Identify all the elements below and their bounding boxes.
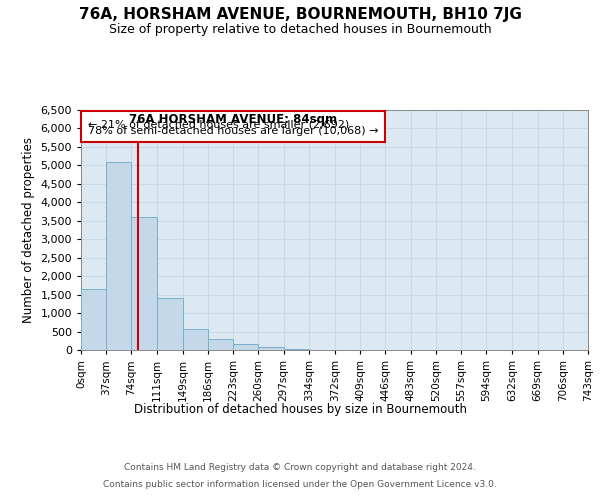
Bar	[81, 289, 106, 350]
Bar	[131, 217, 157, 350]
Y-axis label: Number of detached properties: Number of detached properties	[22, 137, 35, 323]
Text: 78% of semi-detached houses are larger (10,068) →: 78% of semi-detached houses are larger (…	[88, 126, 379, 136]
Text: 76A HORSHAM AVENUE: 84sqm: 76A HORSHAM AVENUE: 84sqm	[129, 114, 337, 126]
Text: Contains HM Land Registry data © Crown copyright and database right 2024.: Contains HM Land Registry data © Crown c…	[124, 462, 476, 471]
Bar	[259, 346, 284, 350]
Text: ← 21% of detached houses are smaller (2,692): ← 21% of detached houses are smaller (2,…	[88, 120, 349, 130]
Bar	[233, 344, 259, 350]
FancyBboxPatch shape	[81, 111, 385, 142]
Text: 76A, HORSHAM AVENUE, BOURNEMOUTH, BH10 7JG: 76A, HORSHAM AVENUE, BOURNEMOUTH, BH10 7…	[79, 8, 521, 22]
Text: Contains public sector information licensed under the Open Government Licence v3: Contains public sector information licen…	[103, 480, 497, 489]
Text: Distribution of detached houses by size in Bournemouth: Distribution of detached houses by size …	[133, 402, 467, 415]
Bar	[157, 298, 182, 350]
Bar	[182, 328, 208, 350]
Bar	[284, 348, 309, 350]
Bar	[208, 340, 233, 350]
Bar	[106, 162, 131, 350]
Text: Size of property relative to detached houses in Bournemouth: Size of property relative to detached ho…	[109, 22, 491, 36]
